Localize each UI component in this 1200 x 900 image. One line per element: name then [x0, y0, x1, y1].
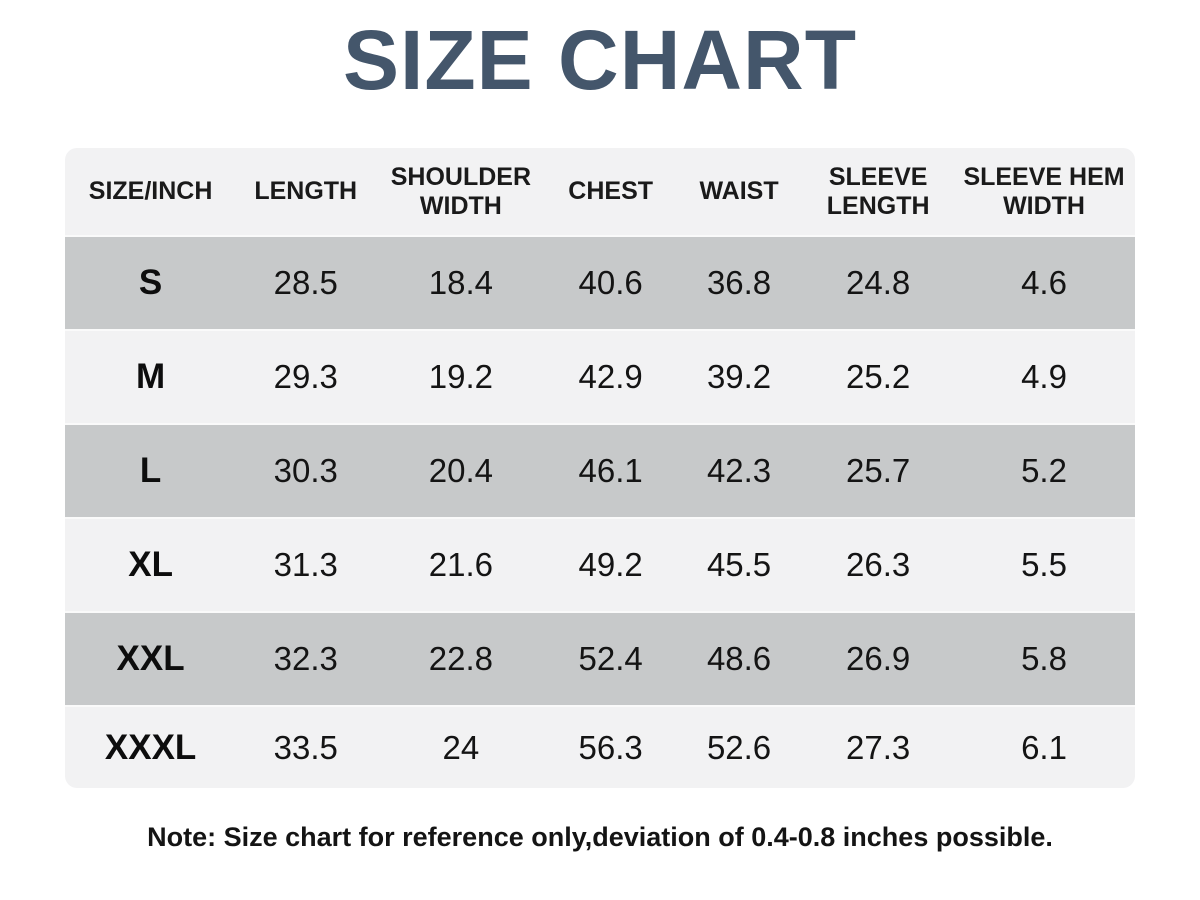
- column-header-length: LENGTH: [254, 177, 358, 206]
- cell-sleeve-length: 27.3: [846, 728, 911, 766]
- cell-shoulder-width: 21.6: [428, 546, 493, 583]
- column-header-size: SIZE/INCH: [88, 177, 213, 206]
- size-label: XXL: [116, 639, 185, 678]
- cell-sleeve-hem-width: 4.9: [1021, 358, 1067, 395]
- cell-waist: 45.5: [706, 546, 772, 583]
- size-chart-table: SIZE/INCH LENGTH SHOULDER WIDTH CHEST WA…: [65, 148, 1135, 788]
- cell-length: 29.3: [273, 358, 338, 395]
- cell-sleeve-hem-width: 6.1: [1021, 728, 1067, 766]
- cell-length: 33.5: [273, 728, 338, 766]
- table-row-m: M 29.3 19.2 42.9 39.2 25.2 4.9: [65, 330, 1135, 424]
- cell-shoulder-width: 18.4: [428, 264, 493, 301]
- cell-waist: 39.2: [706, 358, 772, 395]
- cell-waist: 42.3: [706, 452, 772, 489]
- cell-sleeve-length: 26.3: [846, 546, 911, 583]
- table-row-s: S 28.5 18.4 40.6 36.8 24.8 4.6: [65, 236, 1135, 330]
- cell-chest: 40.6: [578, 264, 643, 301]
- cell-sleeve-hem-width: 5.5: [1021, 546, 1067, 583]
- size-label: M: [136, 357, 166, 396]
- cell-chest: 46.1: [578, 452, 643, 489]
- cell-shoulder-width: 20.4: [428, 452, 493, 489]
- column-header-shoulder-width: SHOULDER WIDTH: [390, 162, 532, 220]
- cell-waist: 48.6: [706, 640, 772, 677]
- table-row-xxxl: XXXL 33.5 24 56.3 52.6 27.3 6.1: [65, 706, 1135, 788]
- cell-waist: 36.8: [706, 264, 772, 301]
- size-label: XL: [128, 545, 173, 584]
- column-header-chest: CHEST: [568, 177, 654, 206]
- cell-length: 30.3: [273, 452, 338, 489]
- page-title: SIZE CHART: [343, 13, 857, 107]
- column-header-sleeve-hem-width: SLEEVE HEM WIDTH: [963, 162, 1125, 220]
- cell-shoulder-width: 22.8: [428, 640, 493, 677]
- cell-chest: 42.9: [578, 358, 643, 395]
- cell-sleeve-length: 25.7: [846, 452, 911, 489]
- cell-waist: 52.6: [706, 728, 772, 766]
- cell-chest: 49.2: [578, 546, 643, 583]
- size-label: XXXL: [104, 727, 197, 767]
- cell-chest: 56.3: [578, 728, 643, 766]
- cell-sleeve-hem-width: 4.6: [1021, 264, 1067, 301]
- note: Note: Size chart for reference only,devi…: [147, 822, 1053, 852]
- cell-shoulder-width: 24: [442, 728, 480, 766]
- column-header-sleeve-length: SLEEVE LENGTH: [826, 162, 930, 220]
- cell-length: 28.5: [273, 264, 338, 301]
- cell-sleeve-length: 24.8: [846, 264, 911, 301]
- size-label: S: [138, 263, 163, 302]
- cell-shoulder-width: 19.2: [428, 358, 493, 395]
- cell-sleeve-length: 25.2: [846, 358, 911, 395]
- table-row-xl: XL 31.3 21.6 49.2 45.5 26.3 5.5: [65, 518, 1135, 612]
- cell-sleeve-hem-width: 5.8: [1021, 640, 1067, 677]
- cell-length: 32.3: [273, 640, 338, 677]
- table-row-l: L 30.3 20.4 46.1 42.3 25.7 5.2: [65, 424, 1135, 518]
- cell-chest: 52.4: [578, 640, 643, 677]
- table-row-xxl: XXL 32.3 22.8 52.4 48.6 26.9 5.8: [65, 612, 1135, 706]
- cell-sleeve-length: 26.9: [846, 640, 911, 677]
- column-header-waist: WAIST: [699, 177, 779, 206]
- cell-length: 31.3: [273, 546, 338, 583]
- size-label: L: [139, 451, 162, 490]
- table-header-row: SIZE/INCH LENGTH SHOULDER WIDTH CHEST WA…: [65, 148, 1135, 236]
- cell-sleeve-hem-width: 5.2: [1021, 452, 1067, 489]
